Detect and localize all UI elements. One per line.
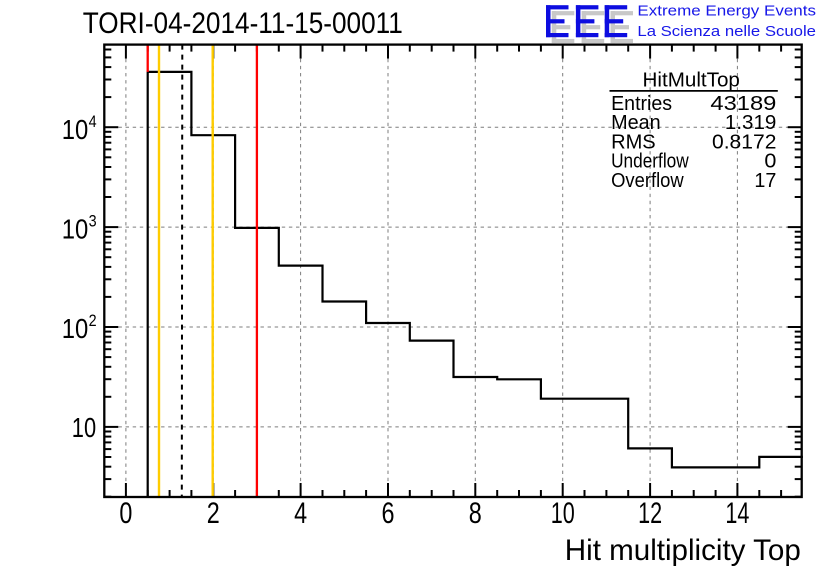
svg-text:HitMultTop: HitMultTop: [643, 69, 740, 91]
svg-text:10: 10: [62, 213, 89, 245]
svg-text:0: 0: [119, 497, 132, 530]
svg-text:Mean: Mean: [611, 112, 661, 134]
svg-text:TORI-04-2014-11-15-00011: TORI-04-2014-11-15-00011: [83, 7, 403, 40]
svg-text:14: 14: [725, 497, 749, 530]
svg-text:Overflow: Overflow: [611, 170, 684, 192]
svg-text:10: 10: [551, 497, 575, 530]
svg-text:4: 4: [89, 112, 97, 131]
svg-text:8: 8: [469, 497, 482, 530]
svg-text:10: 10: [62, 312, 89, 344]
svg-text:Underflow: Underflow: [611, 151, 689, 173]
svg-text:12: 12: [638, 497, 662, 530]
svg-text:2: 2: [89, 311, 97, 330]
svg-text:10: 10: [62, 113, 89, 145]
svg-text:0: 0: [764, 151, 776, 173]
svg-text:Hit multiplicity Top: Hit multiplicity Top: [565, 534, 801, 567]
svg-text:3: 3: [89, 211, 97, 230]
svg-text:4: 4: [294, 497, 307, 530]
svg-text:10: 10: [72, 411, 96, 443]
svg-text:Extreme Energy Events: Extreme Energy Events: [637, 3, 816, 20]
svg-text:La Scienza nelle Scuole: La Scienza nelle Scuole: [637, 23, 816, 40]
svg-text:0.8172: 0.8172: [712, 131, 776, 153]
svg-text:17: 17: [754, 170, 776, 192]
svg-text:6: 6: [382, 497, 395, 530]
svg-text:2: 2: [207, 497, 220, 530]
svg-text:1.319: 1.319: [725, 112, 777, 134]
svg-text:RMS: RMS: [611, 131, 656, 153]
svg-text:Entries: Entries: [611, 93, 672, 115]
svg-text:43189: 43189: [710, 93, 776, 115]
